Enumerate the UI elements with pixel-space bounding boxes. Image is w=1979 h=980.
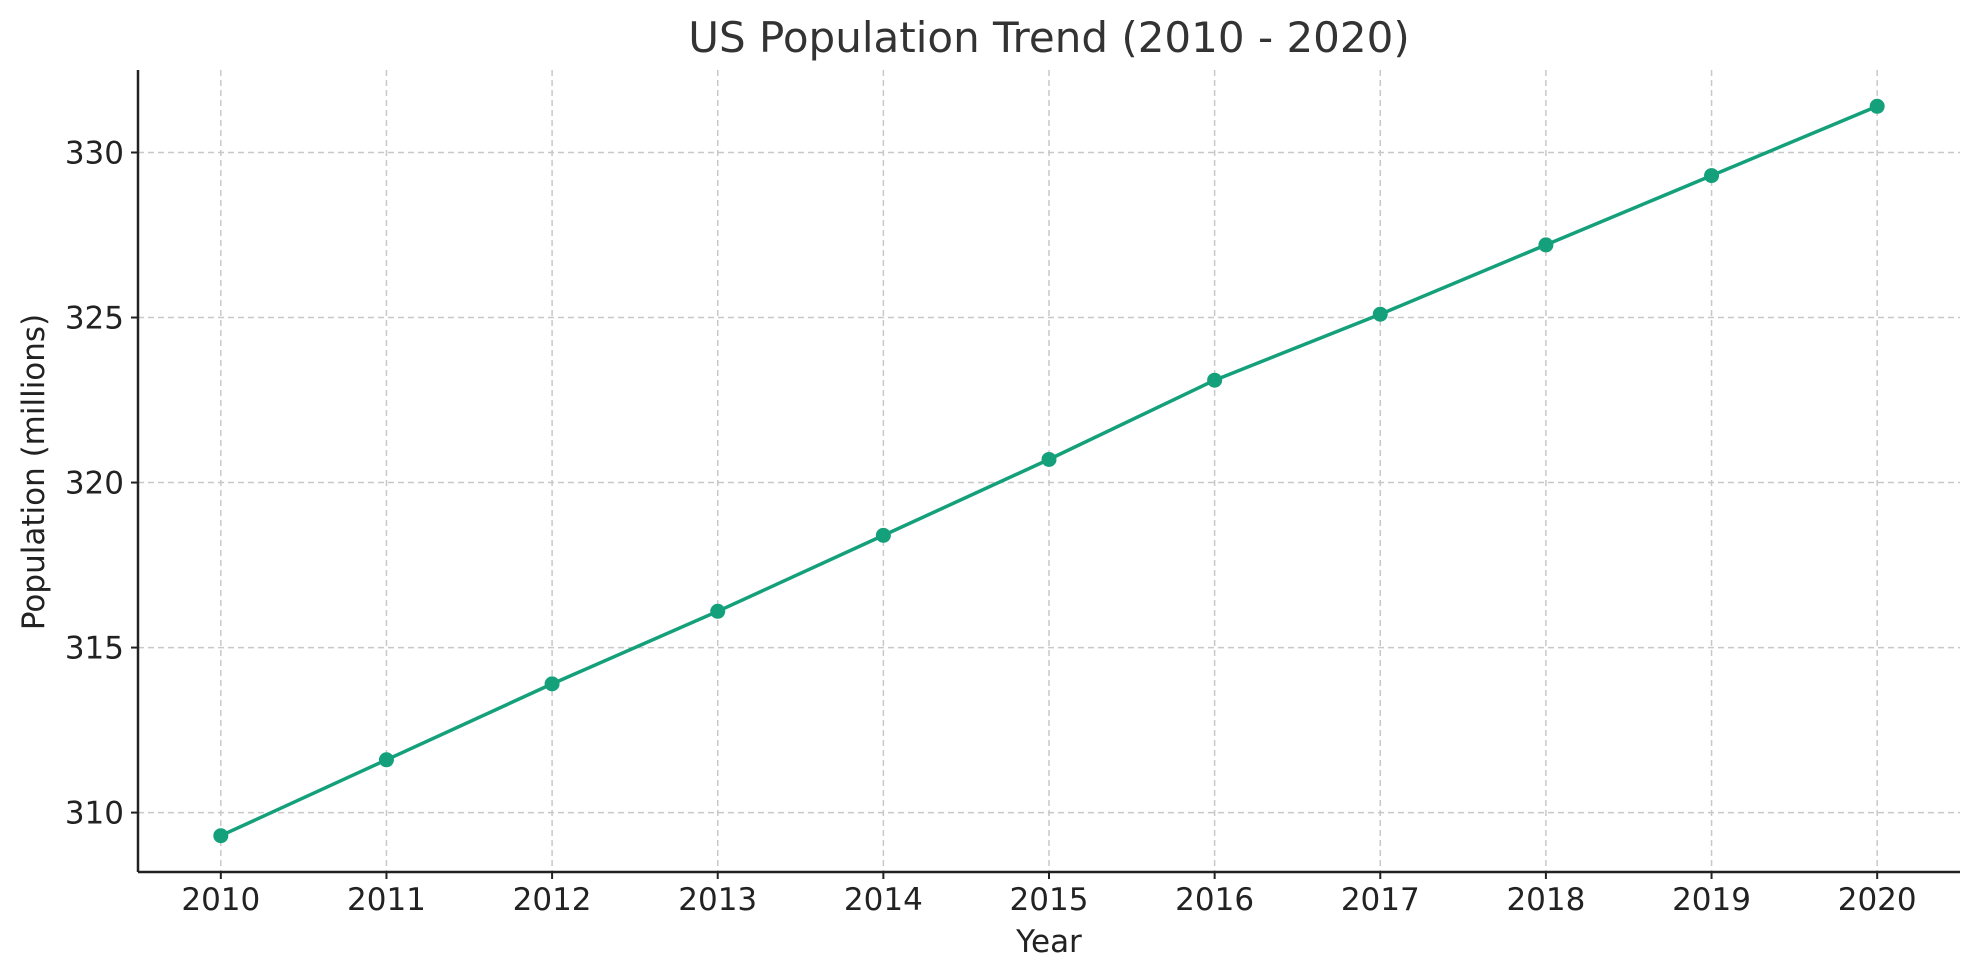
- data-point: [1869, 98, 1885, 114]
- x-tick-label: 2015: [1010, 882, 1089, 918]
- data-series: [213, 98, 1885, 844]
- y-axis-label: Population (millions): [16, 314, 52, 630]
- y-tick-label: 330: [65, 136, 124, 172]
- data-point: [710, 603, 726, 619]
- x-axis-label: Year: [1015, 924, 1082, 960]
- data-point: [875, 527, 891, 543]
- x-tick-label: 2013: [678, 882, 757, 918]
- y-tick-label: 320: [65, 466, 124, 502]
- data-point: [213, 828, 229, 844]
- data-point: [1372, 306, 1388, 322]
- x-tick-label: 2018: [1506, 882, 1585, 918]
- y-tick-label: 310: [65, 796, 124, 832]
- x-tick-label: 2010: [181, 882, 260, 918]
- axes: [131, 70, 1960, 879]
- x-tick-label: 2012: [513, 882, 592, 918]
- x-tick-label: 2016: [1175, 882, 1254, 918]
- data-point: [378, 752, 394, 768]
- grid-lines: [138, 70, 1960, 872]
- x-tick-label: 2011: [347, 882, 426, 918]
- x-tick-label: 2020: [1838, 882, 1917, 918]
- data-point: [544, 676, 560, 692]
- x-tick-label: 2019: [1672, 882, 1751, 918]
- data-point: [1041, 451, 1057, 467]
- data-point: [1207, 372, 1223, 388]
- data-point: [1538, 237, 1554, 253]
- y-tick-label: 325: [65, 301, 124, 337]
- chart-title: US Population Trend (2010 - 2020): [688, 13, 1409, 62]
- y-tick-label: 315: [65, 631, 124, 667]
- tick-labels: 2010 2011 2012 2013 2014 2015 2016 2017 2018 2019…: [65, 136, 1917, 918]
- x-tick-label: 2017: [1341, 882, 1420, 918]
- x-tick-label: 2014: [844, 882, 923, 918]
- data-point: [1704, 168, 1720, 184]
